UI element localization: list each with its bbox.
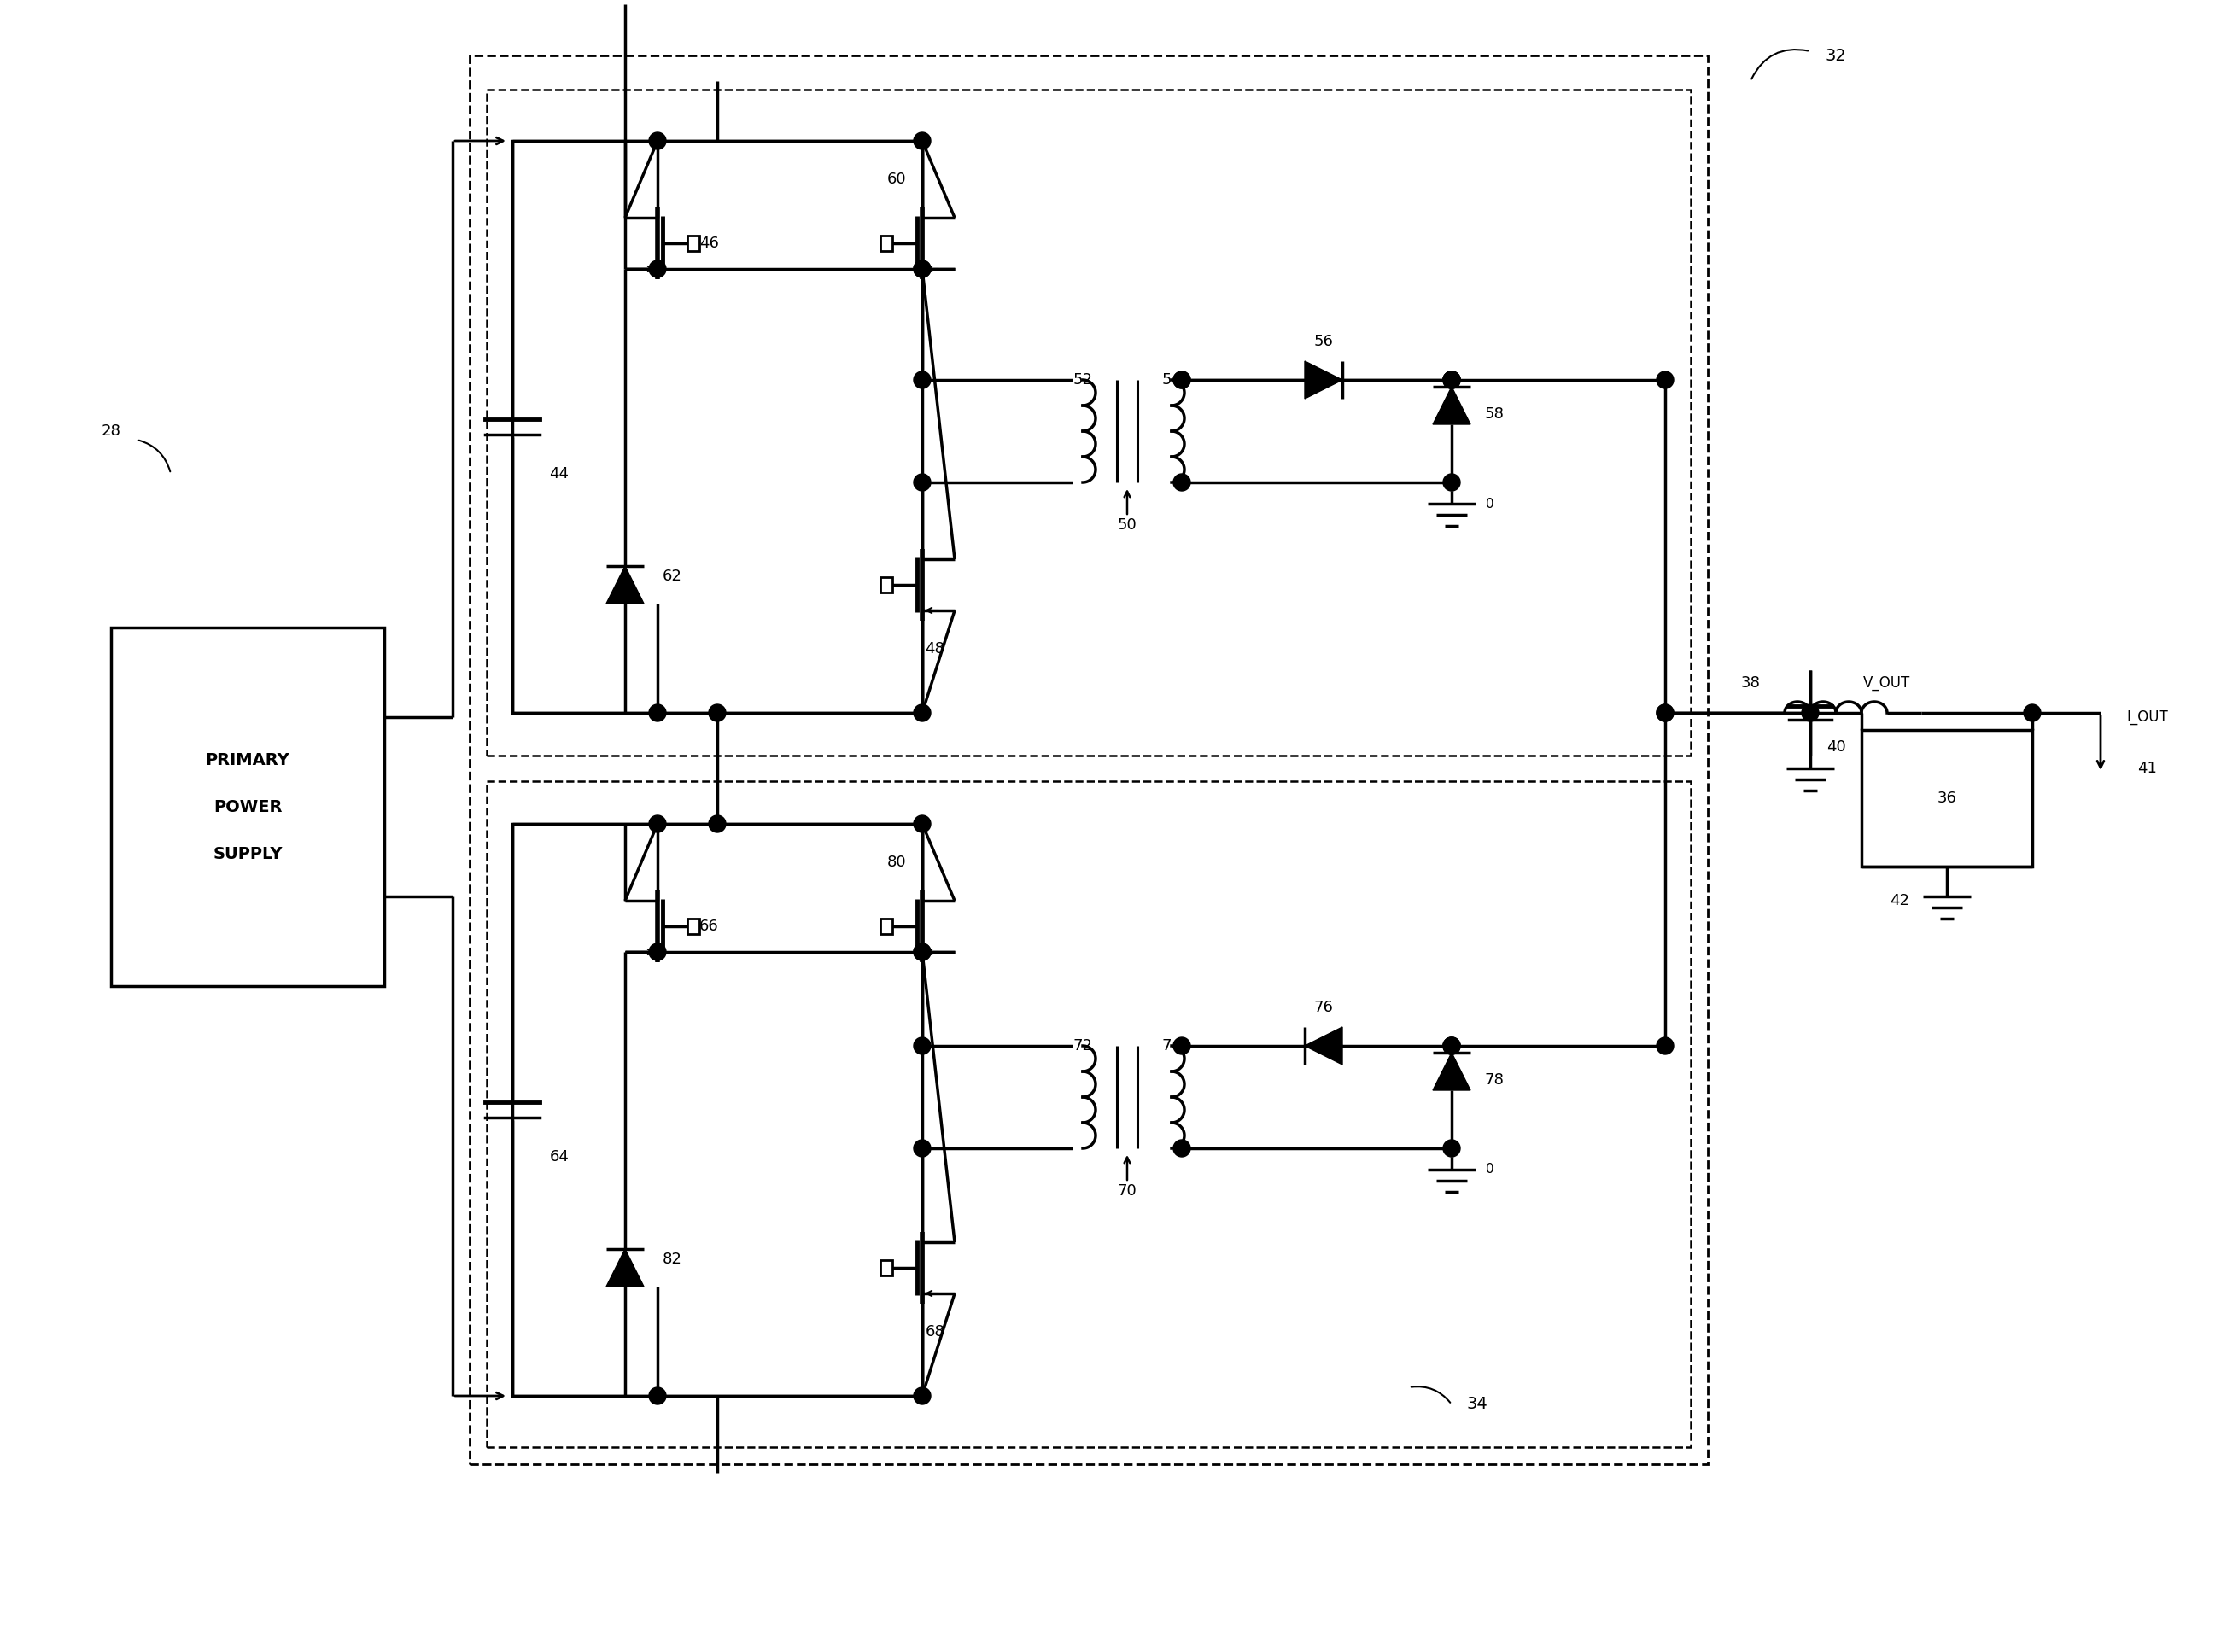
Bar [880,1260,893,1275]
Bar [486,781,1690,1447]
Text: 38: 38 [1741,676,1761,691]
Circle shape [913,943,931,960]
Circle shape [1444,1037,1459,1054]
Text: I_OUT: I_OUT [2128,709,2168,725]
Polygon shape [1433,387,1470,425]
Circle shape [913,372,931,388]
Text: 64: 64 [549,1150,569,1165]
Circle shape [1173,372,1190,388]
Circle shape [1173,1037,1190,1054]
Text: 0: 0 [1486,497,1495,510]
Text: 0: 0 [1486,1163,1495,1176]
Circle shape [913,261,931,278]
Circle shape [1444,1140,1459,1156]
Bar [1861,730,2032,867]
Polygon shape [1433,1052,1470,1090]
Circle shape [913,132,931,149]
Text: POWER: POWER [213,798,282,814]
Bar [880,919,893,933]
Circle shape [1444,1037,1459,1054]
Text: 42: 42 [1890,894,1910,909]
Circle shape [649,816,666,833]
Circle shape [913,1037,931,1054]
Circle shape [913,816,931,833]
Text: 74: 74 [1162,1037,1182,1054]
Circle shape [649,261,666,278]
Circle shape [649,1388,666,1404]
Text: 41: 41 [2139,760,2157,776]
Text: 44: 44 [549,466,569,481]
Polygon shape [1304,362,1341,398]
Text: 66: 66 [700,919,717,933]
Text: 52: 52 [1073,372,1093,388]
Circle shape [913,474,931,491]
Circle shape [1444,372,1459,388]
Circle shape [649,132,666,149]
Text: 76: 76 [1315,999,1333,1014]
Text: V_OUT: V_OUT [1863,676,1910,691]
Circle shape [1801,704,1819,722]
Circle shape [913,1140,931,1156]
Circle shape [2023,704,2041,722]
Circle shape [1657,704,1675,722]
Text: 62: 62 [662,568,682,583]
Text: 34: 34 [1466,1396,1488,1412]
Circle shape [1173,1140,1190,1156]
Circle shape [1173,474,1190,491]
Circle shape [913,943,931,960]
Bar [513,824,922,1396]
Text: 28: 28 [102,423,120,439]
Polygon shape [1304,1028,1341,1064]
Text: 70: 70 [1117,1183,1137,1199]
Text: 40: 40 [1826,740,1846,755]
Text: 72: 72 [1073,1037,1093,1054]
Circle shape [1444,372,1459,388]
Polygon shape [606,1249,644,1287]
Bar [686,236,700,251]
Text: 46: 46 [700,236,720,251]
Text: 68: 68 [926,1325,944,1340]
Text: 60: 60 [886,172,906,187]
Circle shape [1444,1037,1459,1054]
Text: 82: 82 [662,1252,682,1267]
Circle shape [1657,1037,1675,1054]
Text: 56: 56 [1315,334,1333,349]
Circle shape [913,704,931,722]
Circle shape [1657,372,1675,388]
Text: 58: 58 [1484,406,1504,421]
Text: 36: 36 [1937,791,1957,806]
Bar [486,89,1690,755]
Text: SUPPLY: SUPPLY [213,846,282,862]
Text: 54: 54 [1162,372,1182,388]
Text: 48: 48 [926,641,944,656]
Bar [880,577,893,593]
Circle shape [708,704,726,722]
Text: 80: 80 [886,854,906,871]
Polygon shape [606,567,644,603]
Circle shape [913,1388,931,1404]
Circle shape [649,704,666,722]
Text: PRIMARY: PRIMARY [207,752,289,768]
Circle shape [1444,372,1459,388]
Circle shape [1657,704,1675,722]
Circle shape [1173,372,1190,388]
Circle shape [649,943,666,960]
Circle shape [1444,474,1459,491]
Circle shape [708,816,726,833]
Bar [880,236,893,251]
Text: 32: 32 [1826,48,1846,64]
Text: 50: 50 [1117,517,1137,532]
Text: 78: 78 [1484,1072,1504,1087]
Bar [469,56,1708,1464]
Bar [111,628,384,986]
Circle shape [913,261,931,278]
Circle shape [1444,372,1459,388]
Bar [513,140,922,714]
Bar [686,919,700,933]
